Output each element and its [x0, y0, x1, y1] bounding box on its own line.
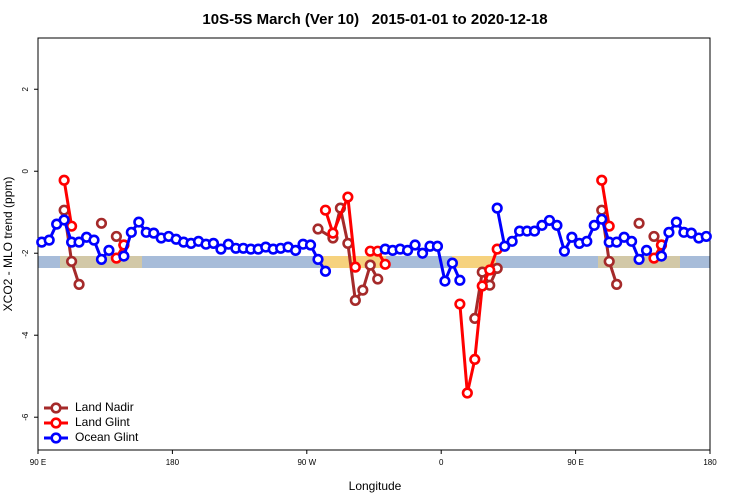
data-point	[312, 253, 324, 265]
x-tick-label: 90 E	[30, 458, 46, 467]
data-point	[663, 226, 675, 238]
legend-marker	[50, 432, 62, 444]
data-point	[148, 227, 160, 239]
data-point	[588, 219, 600, 231]
chart-title: 10S-5S March (Ver 10) 2015-01-01 to 2020…	[202, 11, 547, 28]
y-tick-label: -6	[21, 413, 30, 421]
y-tick-label: -4	[21, 331, 30, 339]
data-point	[118, 250, 130, 262]
data-point	[506, 235, 518, 247]
data-point	[454, 298, 466, 310]
data-point	[43, 234, 55, 246]
data-point	[700, 230, 712, 243]
data-point	[349, 294, 361, 306]
data-point	[596, 213, 608, 225]
data-point	[364, 259, 376, 271]
series	[58, 202, 668, 325]
data-point	[215, 243, 227, 255]
data-point	[461, 387, 473, 399]
x-tick-label: 90 W	[297, 458, 316, 467]
data-point	[65, 255, 78, 268]
data-point	[536, 219, 548, 231]
data-point	[304, 239, 317, 251]
data-point	[312, 223, 324, 235]
legend-label: Ocean Glint	[75, 430, 139, 444]
data-point	[543, 214, 556, 227]
legend-label: Land Nadir	[75, 400, 134, 414]
data-point	[528, 225, 541, 237]
data-point	[596, 174, 608, 186]
data-point	[125, 226, 137, 238]
data-point	[685, 227, 697, 239]
x-tick-label: 90 E	[567, 458, 583, 467]
series-line	[600, 180, 611, 227]
data-point	[319, 265, 332, 277]
data-point	[454, 274, 466, 286]
data-point	[327, 227, 339, 239]
data-point	[73, 236, 85, 248]
data-point	[655, 250, 668, 262]
data-point	[491, 202, 503, 214]
data-point	[73, 278, 85, 290]
series-line	[324, 196, 357, 268]
x-tick-label: 0	[439, 458, 444, 467]
data-point	[476, 280, 488, 292]
data-point	[372, 273, 384, 285]
data-point	[349, 261, 361, 273]
data-point	[290, 244, 302, 256]
data-point	[95, 253, 108, 265]
legend-label: Land Glint	[75, 415, 130, 429]
y-tick-label: 2	[21, 86, 30, 91]
data-point	[469, 353, 481, 366]
data-point	[640, 244, 653, 256]
legend-marker	[50, 402, 62, 414]
data-point	[133, 216, 145, 228]
data-point	[103, 244, 115, 256]
data-point	[499, 240, 511, 252]
data-point	[319, 204, 332, 216]
x-tick-label: 180	[703, 458, 717, 467]
data-point	[357, 284, 369, 296]
data-point	[551, 219, 563, 231]
land-band	[452, 256, 496, 268]
data-point	[402, 244, 414, 256]
y-axis-label: XCO2 - MLO trend (ppm)	[1, 177, 15, 312]
data-point	[648, 230, 660, 243]
data-point	[416, 247, 429, 259]
data-point	[58, 214, 70, 226]
data-point	[603, 255, 615, 268]
data-point	[409, 239, 421, 251]
x-tick-label: 180	[166, 458, 180, 467]
data-point	[110, 230, 122, 243]
data-point	[566, 231, 578, 243]
data-point	[625, 235, 638, 247]
data-point	[342, 237, 354, 249]
data-point	[379, 258, 391, 270]
data-point	[633, 253, 645, 265]
x-axis-label: Longitude	[349, 479, 402, 493]
data-point	[558, 245, 571, 257]
data-point	[611, 278, 623, 290]
data-point	[207, 237, 220, 249]
data-point	[446, 257, 459, 269]
data-point	[95, 217, 108, 229]
data-point	[439, 275, 451, 287]
data-point	[633, 217, 645, 229]
data-point	[581, 235, 593, 247]
data-point	[670, 216, 683, 228]
y-tick-label: -2	[21, 249, 30, 257]
data-point	[58, 174, 70, 186]
data-point	[342, 191, 354, 203]
legend-marker	[50, 417, 62, 429]
series-line	[62, 180, 74, 227]
data-point	[484, 264, 496, 276]
series	[36, 202, 712, 287]
data-point	[431, 240, 444, 252]
data-point	[611, 236, 623, 248]
y-tick-label: 0	[21, 168, 30, 173]
data-point	[88, 234, 100, 246]
